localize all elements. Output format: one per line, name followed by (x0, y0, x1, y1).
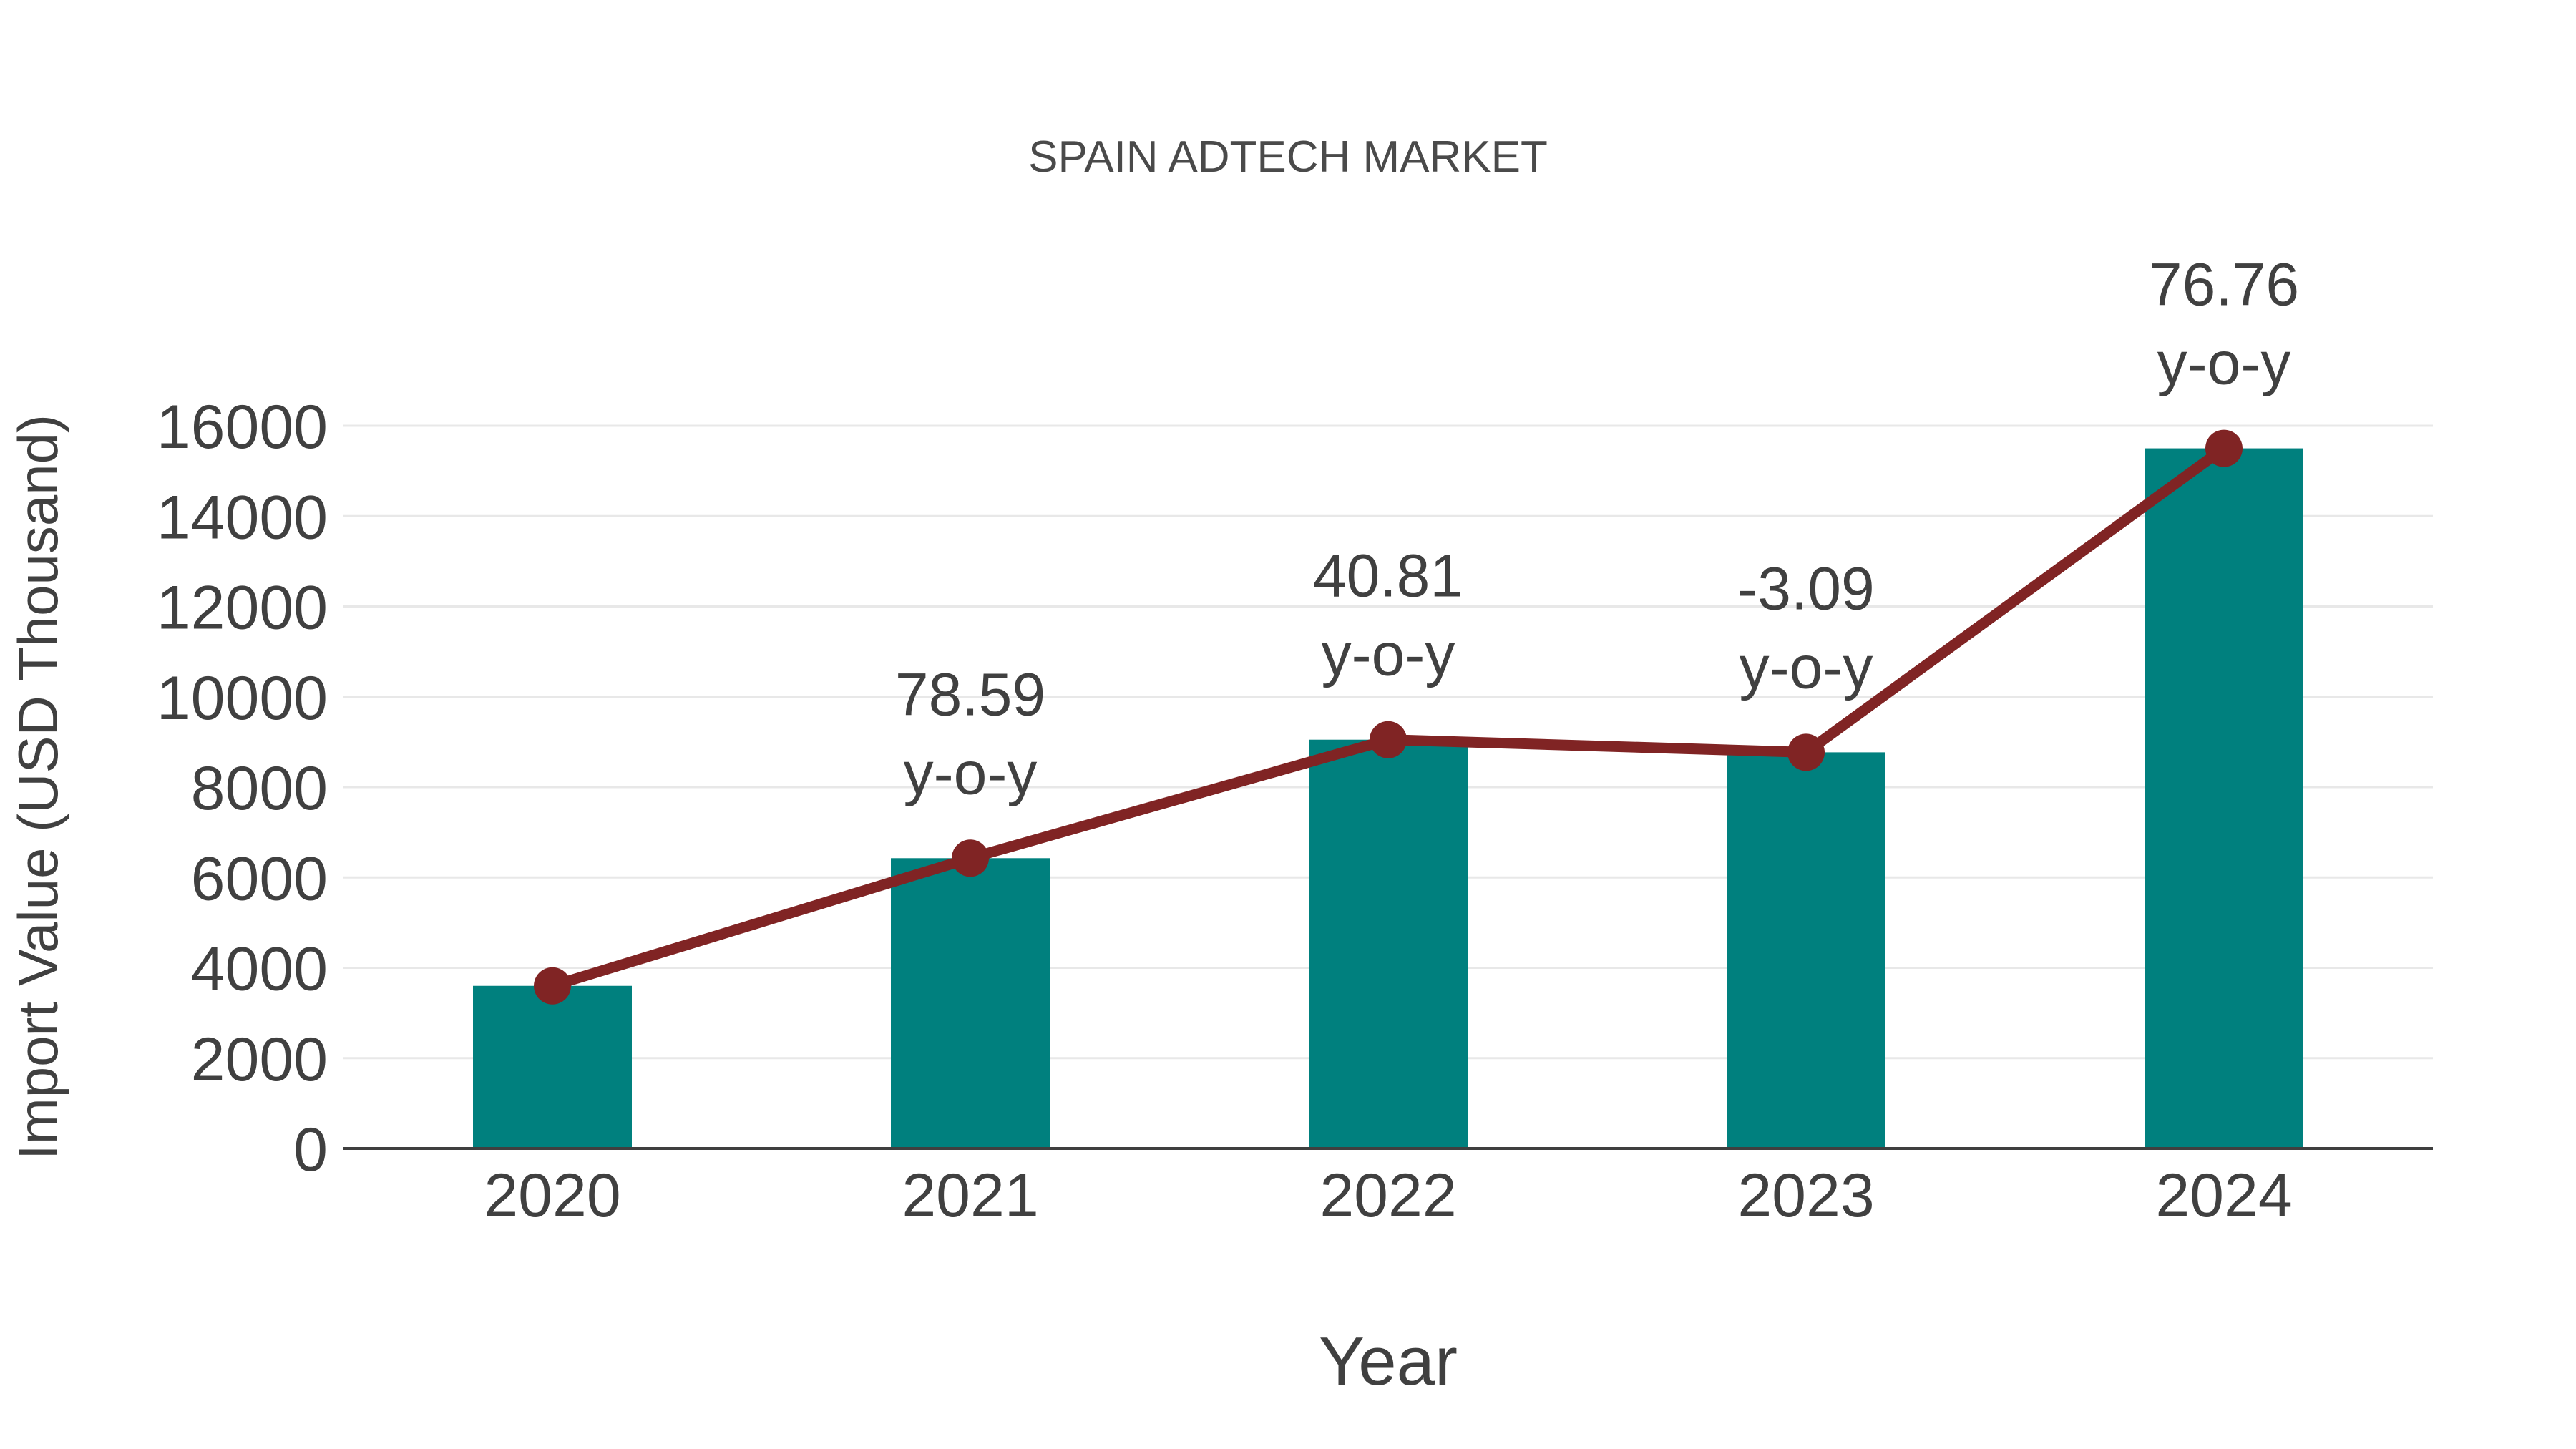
y-tick-label: 6000 (191, 844, 328, 913)
annotation-value-label: 40.81 (1313, 542, 1463, 610)
bar-2024 (2145, 448, 2303, 1148)
x-tick-label: 2022 (1319, 1161, 1456, 1230)
data-point-marker-2020 (534, 967, 571, 1005)
annotation-value-label: 76.76 (2149, 251, 2299, 318)
x-tick-label: 2021 (902, 1161, 1038, 1230)
y-tick-label: 14000 (157, 483, 328, 552)
data-point-markers (534, 429, 2243, 1005)
data-point-marker-2022 (1370, 721, 1407, 758)
annotations: 78.59 y-o-y 40.81 y-o-y -3.09 y-o-y 76.76 y-o-y (895, 251, 2299, 807)
y-axis-title: Import Value (USD Thousand) (6, 414, 69, 1160)
annotation-suffix-label: y-o-y (1322, 621, 1455, 688)
x-tick-label: 2024 (2155, 1161, 2292, 1230)
y-tick-label: 8000 (191, 754, 328, 823)
y-tick-label: 12000 (157, 574, 328, 643)
bar-2022 (1309, 739, 1468, 1148)
bar-2023 (1727, 752, 1885, 1148)
annotation-value-label: -3.09 (1737, 555, 1874, 622)
bar-2020 (473, 985, 632, 1148)
annotation-suffix-label: y-o-y (904, 739, 1038, 806)
x-tick-label: 2023 (1737, 1161, 1874, 1230)
annotation-suffix-label: y-o-y (1740, 633, 1873, 701)
x-axis-tick-labels: 2020 2021 2022 2023 2024 (484, 1161, 2292, 1230)
x-axis-title: Year (1319, 1323, 1458, 1400)
chart-title: SPAIN ADTECH MARKET (1028, 132, 1548, 182)
bar-2021 (891, 858, 1050, 1148)
y-tick-label: 16000 (157, 393, 328, 462)
annotation-value-label: 78.59 (895, 660, 1045, 728)
y-tick-label: 2000 (191, 1025, 328, 1094)
data-point-marker-2023 (1787, 733, 1825, 771)
data-point-marker-2021 (952, 839, 989, 877)
y-tick-label: 0 (293, 1116, 328, 1184)
y-axis-tick-labels: 0 2000 4000 6000 8000 10000 12000 14000 16000 (157, 393, 328, 1184)
y-tick-label: 4000 (191, 935, 328, 1004)
annotation-suffix-label: y-o-y (2157, 330, 2291, 397)
y-tick-label: 10000 (157, 664, 328, 733)
data-point-marker-2024 (2205, 429, 2243, 467)
x-tick-label: 2020 (484, 1161, 620, 1230)
bars (473, 448, 2303, 1148)
